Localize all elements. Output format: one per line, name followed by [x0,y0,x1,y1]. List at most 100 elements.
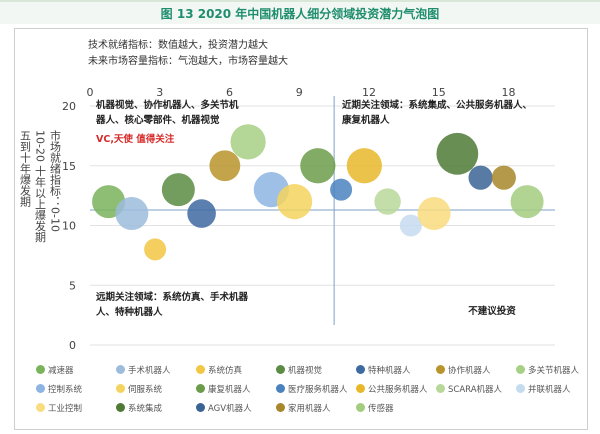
legend-swatch [516,384,525,393]
y-tick-label: 15 [62,160,76,173]
x-tick-label: 12 [362,86,376,99]
legend-item: 协作机器人 [436,364,491,376]
legend-item: 工业控制 [36,402,82,414]
legend-label: 减速器 [48,366,74,376]
explanation-line: 未来市场容量指标：气泡越大，市场容量越大 [88,54,288,67]
legend-label: SCARA机器人 [448,385,503,395]
bubble [230,124,266,160]
legend-swatch [436,365,445,374]
legend-label: 手术机器人 [128,366,171,376]
legend-label: 系统集成 [128,404,163,414]
bubble [346,148,382,184]
bubble [115,197,149,231]
legend-label: 工业控制 [48,404,83,414]
legend-swatch [116,403,125,412]
legend-swatch [116,384,125,393]
legend-swatch [116,365,125,374]
legend-swatch [196,403,205,412]
x-tick-label: 3 [156,86,163,99]
legend-label: 家用机器人 [288,404,331,414]
legend-swatch [276,384,285,393]
quadrant-label-line: 机器视觉、协作机器人、多关节机 [96,99,239,111]
chart-frame [14,28,588,430]
quadrant-label-line: 器人、核心零部件、机器视觉 [95,114,220,126]
legend-item: 系统仿真 [196,364,242,376]
legend-swatch [356,403,365,412]
x-tick-label: 9 [296,86,303,99]
bubble [209,150,241,182]
legend-swatch [276,403,285,412]
x-tick-label: 6 [226,86,233,99]
legend-item: 伺服系统 [116,383,162,395]
legend-label: 特种机器人 [368,366,411,376]
legend-item: 医疗服务机器人 [276,383,348,395]
quadrant-note: VC,天使 值得关注 [96,133,175,145]
legend-swatch [276,365,285,374]
legend-label: 并联机器人 [528,385,571,395]
bubble [491,165,516,190]
bubble [399,214,422,237]
y-axis-label-line: 五到十年爆发期 [19,130,32,208]
legend-swatch [36,384,45,393]
legend-label: 控制系统 [48,385,83,395]
quadrant-divider [90,96,555,325]
quadrant-label-line: 康复机器人 [341,114,390,126]
y-tick-label: 20 [62,100,76,113]
explanation-line: 技术就绪指标：数值越大，投资潜力越大 [88,38,268,51]
quadrant-label-line: 远期关注领域：系统仿真、手术机器 [96,291,249,303]
legend-label: 伺服系统 [128,385,163,395]
chart-title: 图 13 2020 年中国机器人细分领域投资潜力气泡图 [160,7,440,21]
bubble [417,197,451,231]
quadrant-label-line: 人、特种机器人 [96,306,163,318]
legend-item: 手术机器人 [116,364,171,376]
y-tick-label: 10 [62,220,76,233]
legend-label: 系统仿真 [208,366,243,376]
y-tick-label: 0 [69,339,76,352]
legend-label: 公共服务机器人 [368,385,428,395]
title-bar: 图 13 2020 年中国机器人细分领域投资潜力气泡图 [0,0,600,24]
y-axis-label-line: 10-20 十年以上爆发期 [34,130,47,243]
legend-item: 传感器 [356,402,394,414]
legend-label: 多关节机器人 [528,366,580,376]
bubble [161,173,195,207]
bubble [277,184,313,220]
legend-swatch [356,365,365,374]
bubble [468,165,493,190]
bubble [374,188,401,215]
x-tick-label: 0 [87,86,94,99]
legend-label: 传感器 [368,404,394,414]
legend-item: SCARA机器人 [436,383,502,395]
legend-item: 控制系统 [36,383,82,395]
bubble [330,178,353,201]
bubble [510,185,544,219]
legend-swatch [356,384,365,393]
y-axis-label-line: 市场就绪指标：0-10 [49,129,62,232]
legend-swatch [436,384,445,393]
legend-swatch [36,365,45,374]
legend-item: 系统集成 [116,402,162,414]
bubbles [92,124,544,261]
x-tick-label: 15 [432,86,446,99]
legend-swatch [196,384,205,393]
bubble [300,148,336,184]
legend-item: 公共服务机器人 [356,383,428,395]
legend-label: AGV机器人 [208,404,252,414]
legend-item: 康复机器人 [196,383,251,395]
bubble [144,238,167,261]
legend-item: 特种机器人 [356,364,411,376]
legend-item: 减速器 [36,364,74,376]
legend-item: 机器视觉 [276,364,322,376]
legend-swatch [36,403,45,412]
legend-label: 康复机器人 [208,385,251,395]
legend-item: 多关节机器人 [516,364,579,376]
legend-label: 机器视觉 [288,366,323,376]
axis-ticks: 0 3 6 9 12 15 18 0 5 10 15 20 [62,86,516,352]
legend-item: 并联机器人 [516,383,571,395]
legend-label: 医疗服务机器人 [288,385,348,395]
bubble [436,132,479,175]
legend-swatch [196,365,205,374]
quadrant-label-line: 不建议投资 [468,305,516,317]
